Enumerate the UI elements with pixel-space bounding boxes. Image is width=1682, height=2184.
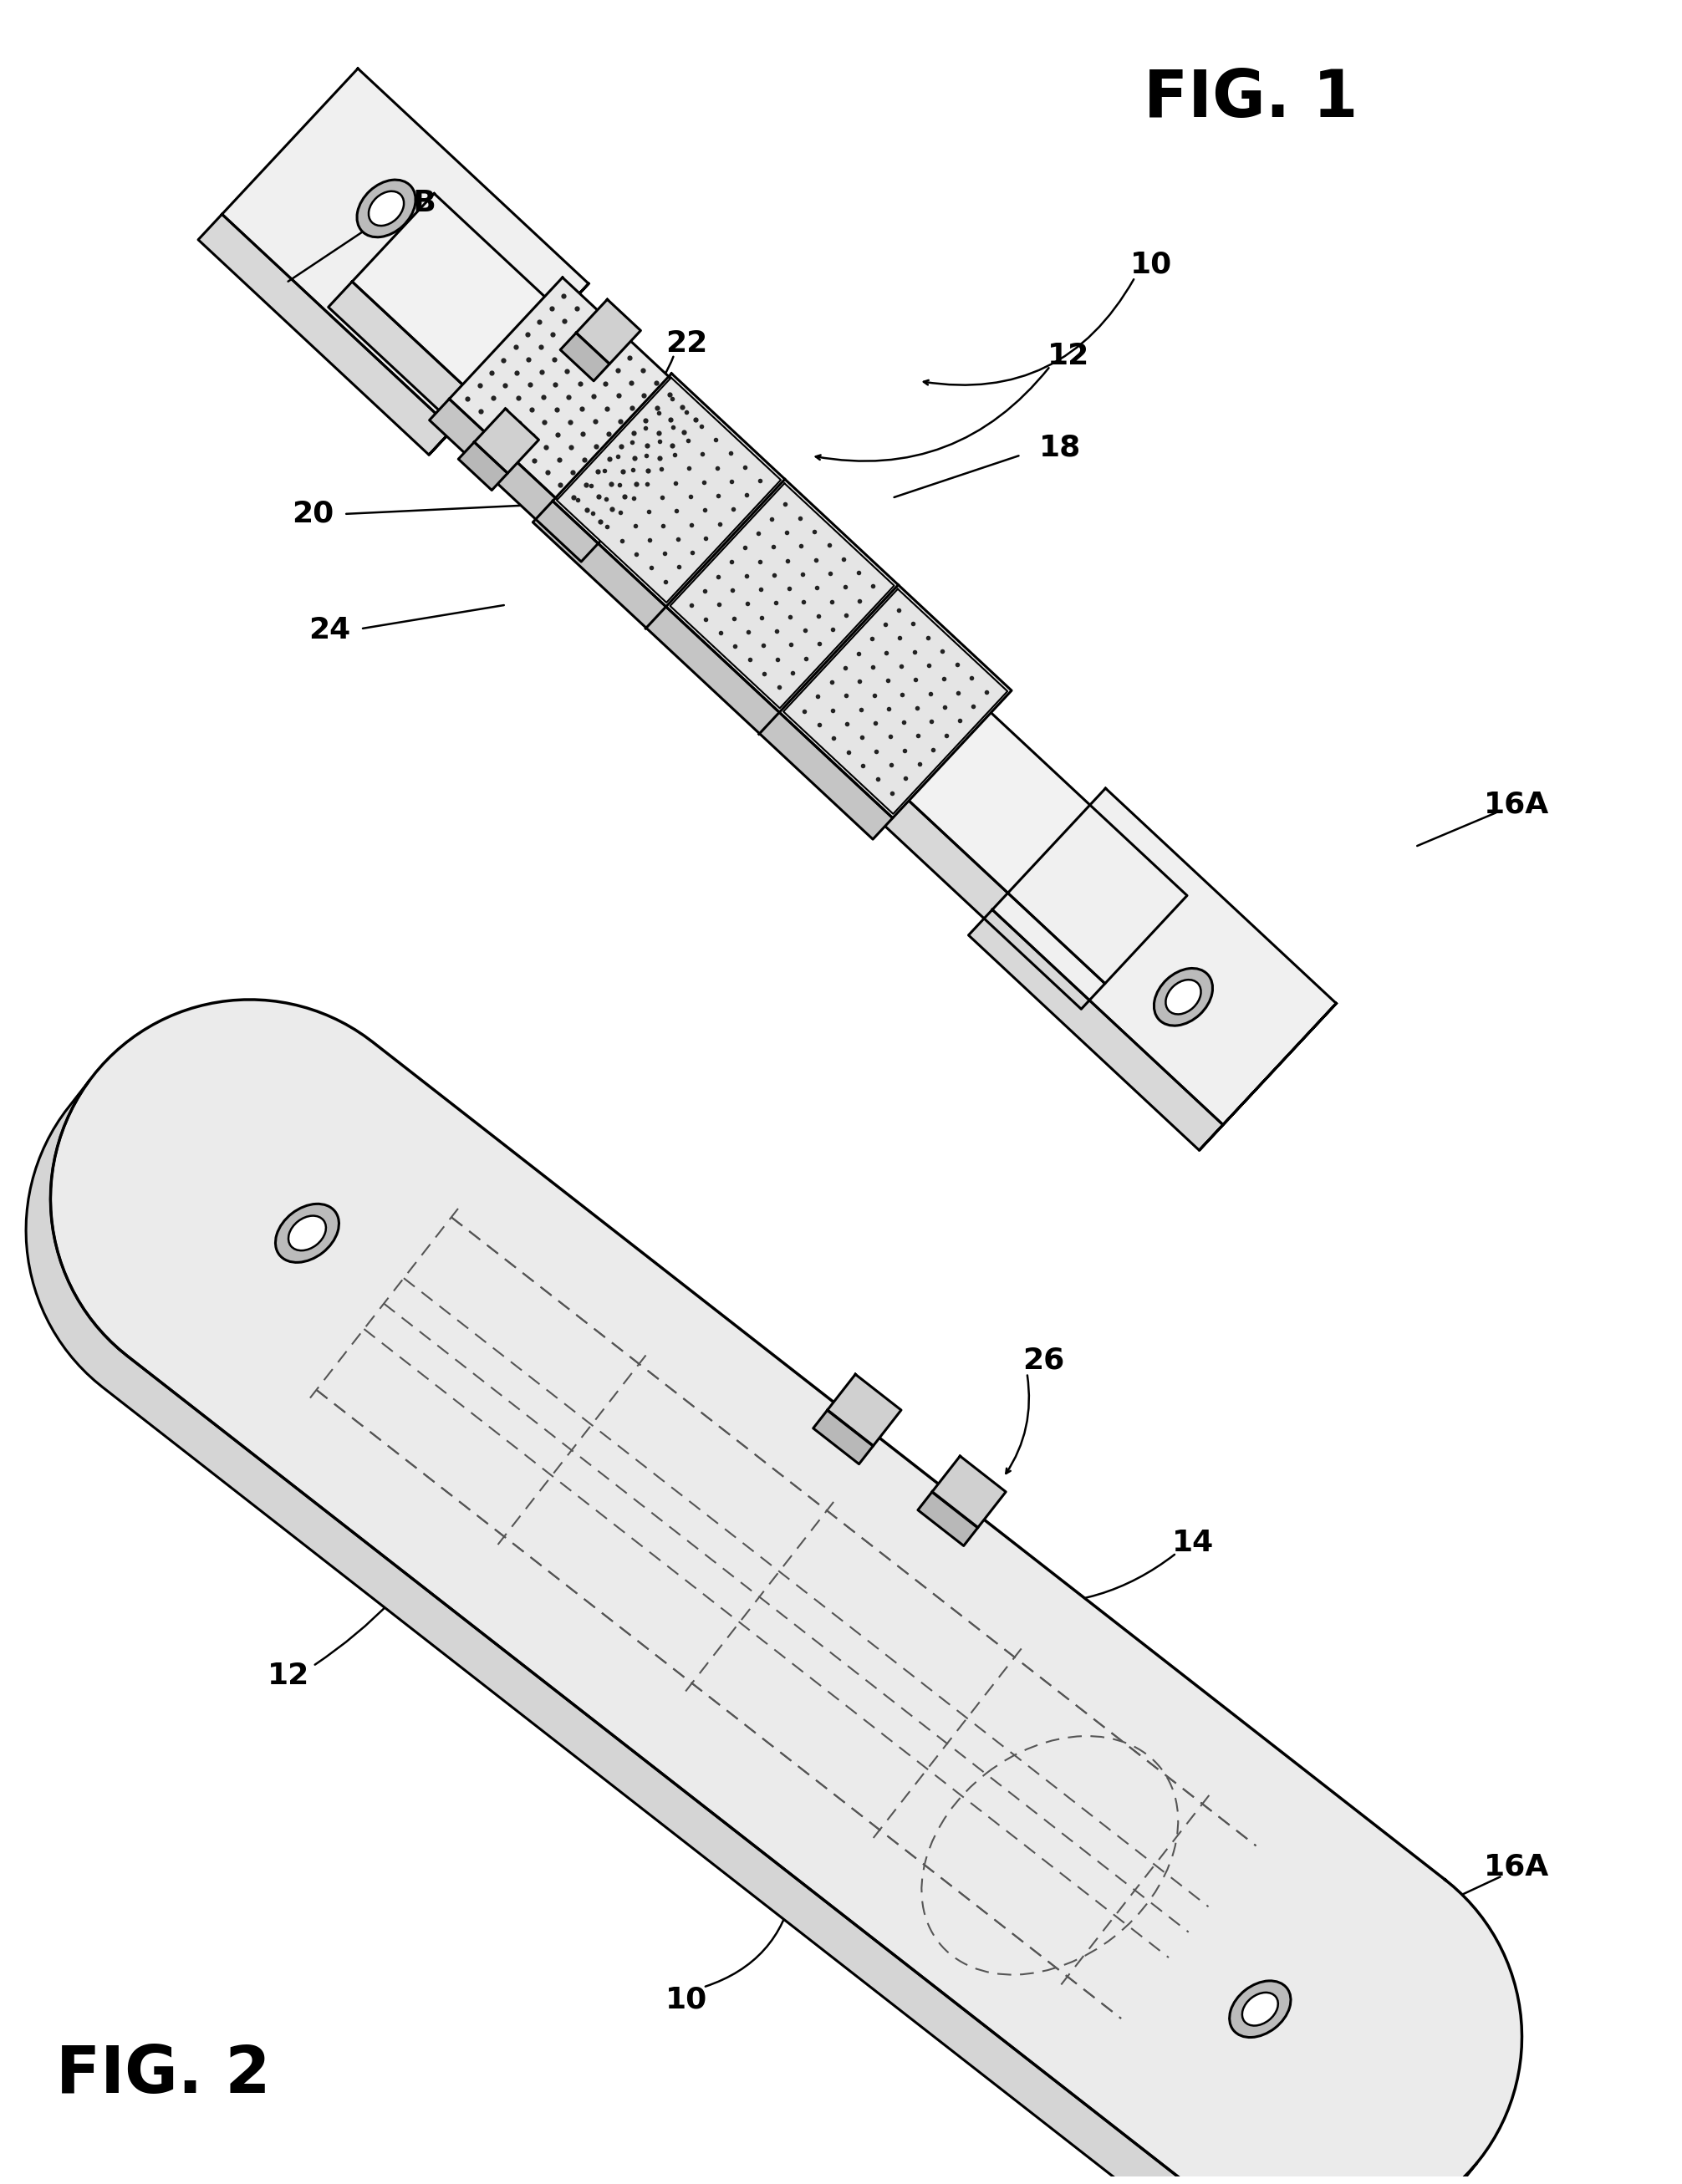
Polygon shape bbox=[459, 441, 508, 489]
Polygon shape bbox=[1285, 1996, 1418, 2167]
Polygon shape bbox=[969, 911, 1223, 1151]
Polygon shape bbox=[828, 1374, 902, 1446]
Polygon shape bbox=[930, 1800, 1120, 1957]
Ellipse shape bbox=[288, 1216, 326, 1251]
Text: 26: 26 bbox=[1023, 1345, 1065, 1374]
Polygon shape bbox=[400, 1304, 622, 1503]
Polygon shape bbox=[429, 400, 600, 561]
Polygon shape bbox=[1199, 1002, 1336, 1151]
Polygon shape bbox=[557, 378, 780, 603]
Polygon shape bbox=[382, 1369, 570, 1527]
Polygon shape bbox=[533, 500, 893, 839]
Text: 20: 20 bbox=[293, 500, 335, 529]
Polygon shape bbox=[812, 1411, 873, 1463]
Ellipse shape bbox=[357, 179, 415, 238]
Polygon shape bbox=[784, 590, 1008, 815]
Text: 24: 24 bbox=[308, 616, 350, 644]
Polygon shape bbox=[918, 1492, 977, 1546]
Polygon shape bbox=[198, 214, 452, 454]
Text: FIG. 1: FIG. 1 bbox=[1144, 68, 1359, 131]
Polygon shape bbox=[50, 1000, 1522, 2184]
Text: 16B: 16B bbox=[372, 188, 437, 216]
Polygon shape bbox=[669, 483, 895, 708]
Polygon shape bbox=[429, 284, 589, 454]
Text: 16A: 16A bbox=[1484, 791, 1549, 819]
Ellipse shape bbox=[1154, 968, 1213, 1026]
Polygon shape bbox=[950, 1734, 1172, 1931]
Text: 18: 18 bbox=[1039, 432, 1082, 461]
Polygon shape bbox=[553, 373, 1011, 819]
Polygon shape bbox=[1048, 1955, 1305, 2167]
Polygon shape bbox=[474, 408, 538, 474]
Polygon shape bbox=[121, 1241, 392, 1463]
Text: 16B: 16B bbox=[330, 1179, 395, 1208]
Text: 12: 12 bbox=[1048, 343, 1090, 371]
Polygon shape bbox=[25, 1081, 1477, 2184]
Ellipse shape bbox=[1230, 1981, 1290, 2038]
Polygon shape bbox=[992, 788, 1336, 1125]
Polygon shape bbox=[1070, 1811, 1418, 2140]
Polygon shape bbox=[143, 1085, 515, 1435]
Polygon shape bbox=[352, 194, 1187, 983]
Text: FIG. 2: FIG. 2 bbox=[56, 2042, 271, 2105]
Ellipse shape bbox=[1166, 981, 1201, 1013]
Polygon shape bbox=[328, 282, 1105, 1009]
Polygon shape bbox=[449, 277, 715, 539]
Ellipse shape bbox=[1243, 1992, 1278, 2025]
Text: 22: 22 bbox=[666, 330, 708, 358]
Text: 10: 10 bbox=[666, 1985, 708, 2014]
Polygon shape bbox=[560, 332, 609, 380]
Ellipse shape bbox=[368, 192, 404, 225]
Polygon shape bbox=[370, 1278, 515, 1463]
Polygon shape bbox=[222, 68, 589, 430]
Text: 10: 10 bbox=[1130, 251, 1172, 280]
Text: 16A: 16A bbox=[1484, 1852, 1549, 1880]
Polygon shape bbox=[932, 1457, 1006, 1529]
Ellipse shape bbox=[276, 1203, 340, 1262]
Text: 12: 12 bbox=[267, 1662, 309, 1690]
Text: 14: 14 bbox=[1172, 1529, 1214, 1557]
Polygon shape bbox=[577, 299, 641, 365]
